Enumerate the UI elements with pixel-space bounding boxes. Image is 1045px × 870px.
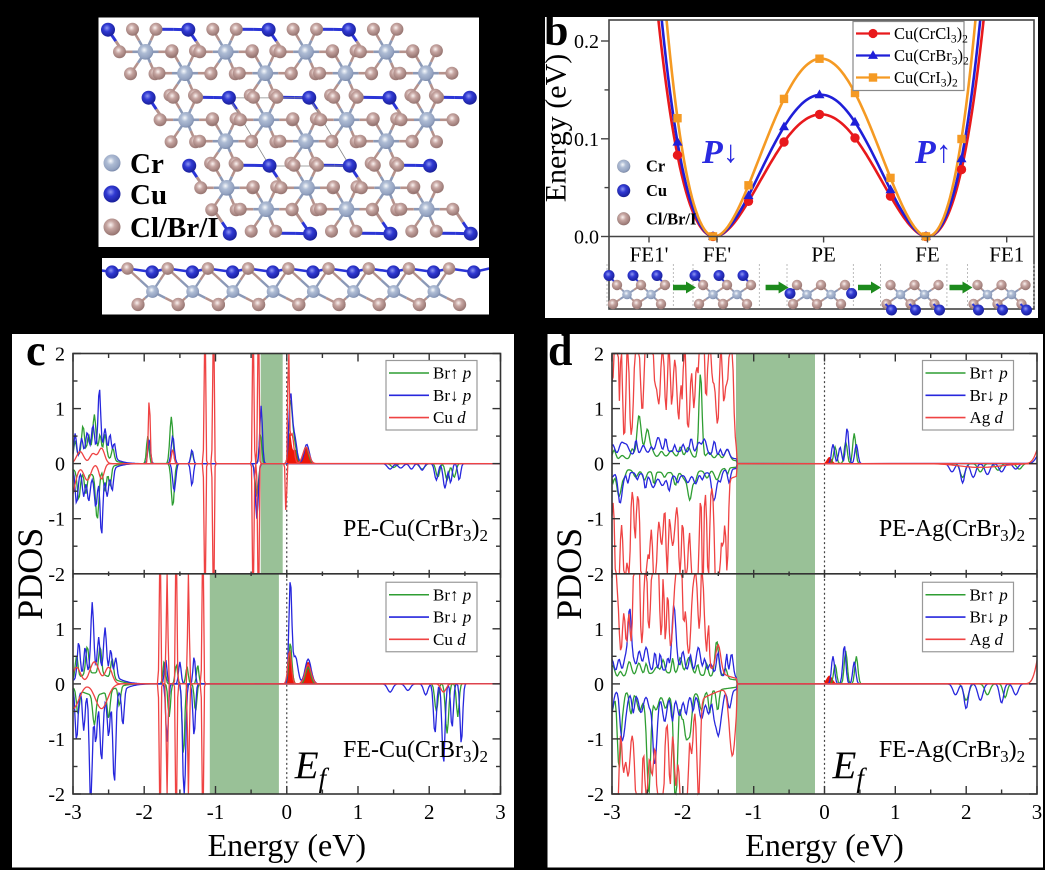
svg-text:3: 3 (495, 800, 506, 824)
svg-text:PDOS: PDOS (549, 528, 589, 620)
svg-text:-3: -3 (603, 800, 621, 824)
svg-text:0.0: 0.0 (574, 227, 599, 249)
svg-text:0.1: 0.1 (574, 129, 599, 151)
svg-text:c: c (26, 326, 46, 375)
svg-text:1: 1 (594, 619, 604, 641)
svg-text:0: 0 (594, 454, 604, 476)
svg-text:↑: ↑ (936, 134, 952, 169)
svg-text:1: 1 (55, 619, 65, 641)
svg-text:0: 0 (819, 800, 830, 824)
svg-text:Cr: Cr (646, 157, 665, 176)
svg-text:-2: -2 (48, 564, 65, 586)
svg-text:2: 2 (961, 800, 972, 824)
svg-text:-1: -1 (587, 509, 604, 531)
svg-text:FE-Ag(CrBr3)2: FE-Ag(CrBr3)2 (879, 737, 1025, 766)
svg-text:1: 1 (594, 399, 604, 421)
svg-text:0: 0 (55, 454, 65, 476)
svg-text:-2: -2 (587, 784, 604, 806)
svg-text:Energy (eV): Energy (eV) (540, 54, 573, 203)
svg-text:-1: -1 (745, 800, 763, 824)
svg-text:1: 1 (890, 800, 901, 824)
svg-text:Br↓ p: Br↓ p (433, 608, 471, 627)
svg-text:FE: FE (915, 243, 940, 267)
svg-text:Ag d: Ag d (970, 408, 1004, 427)
svg-text:Br↑ p: Br↑ p (433, 364, 471, 383)
svg-text:-1: -1 (48, 729, 65, 751)
svg-text:↓: ↓ (723, 134, 739, 169)
svg-text:d: d (548, 326, 572, 375)
svg-text:1: 1 (353, 800, 364, 824)
svg-text:Br↓ p: Br↓ p (970, 608, 1008, 627)
svg-text:Ag d: Ag d (970, 630, 1004, 649)
svg-text:FE1': FE1' (630, 243, 669, 267)
svg-text:Cu: Cu (130, 179, 167, 211)
svg-text:-1: -1 (48, 509, 65, 531)
svg-text:2: 2 (55, 344, 65, 366)
svg-text:1: 1 (55, 399, 65, 421)
svg-text:Br↑ p: Br↑ p (970, 585, 1008, 604)
svg-text:2: 2 (424, 800, 435, 824)
svg-text:Br↑ p: Br↑ p (970, 364, 1008, 383)
svg-text:-2: -2 (674, 800, 692, 824)
svg-text:Cu(CrCl3)2: Cu(CrCl3)2 (894, 24, 968, 46)
svg-text:Br↓ p: Br↓ p (433, 386, 471, 405)
svg-text:0: 0 (55, 674, 65, 696)
svg-text:-1: -1 (207, 800, 225, 824)
svg-text:P: P (914, 134, 936, 171)
svg-text:FE': FE' (703, 243, 731, 267)
svg-text:Cl/Br/I: Cl/Br/I (646, 209, 696, 228)
svg-text:P: P (701, 134, 723, 171)
svg-text:Energy (eV): Energy (eV) (745, 827, 903, 863)
svg-text:Cu d: Cu d (433, 408, 466, 427)
svg-text:PE-Ag(CrBr3)2: PE-Ag(CrBr3)2 (879, 516, 1025, 545)
svg-text:Energy (eV): Energy (eV) (208, 827, 366, 863)
svg-text:0: 0 (282, 800, 293, 824)
svg-text:0.2: 0.2 (574, 31, 599, 53)
svg-text:-2: -2 (135, 800, 153, 824)
svg-text:Cu d: Cu d (433, 630, 466, 649)
svg-text:-2: -2 (587, 564, 604, 586)
svg-text:PDOS: PDOS (10, 528, 50, 620)
svg-text:FE1: FE1 (989, 243, 1024, 267)
svg-text:0: 0 (594, 674, 604, 696)
svg-text:Cr: Cr (130, 148, 164, 180)
svg-text:Cl/Br/I: Cl/Br/I (130, 212, 219, 244)
svg-text:-2: -2 (48, 784, 65, 806)
svg-text:Br↑ p: Br↑ p (433, 585, 471, 604)
svg-text:-3: -3 (64, 800, 82, 824)
svg-text:b: b (544, 6, 568, 55)
svg-text:Cu(CrBr3)2: Cu(CrBr3)2 (894, 46, 969, 68)
svg-text:3: 3 (1032, 800, 1043, 824)
svg-text:-1: -1 (587, 729, 604, 751)
svg-text:PE: PE (811, 243, 836, 267)
svg-text:Br↓ p: Br↓ p (970, 386, 1008, 405)
svg-text:2: 2 (594, 344, 604, 366)
svg-text:Cu: Cu (646, 181, 667, 200)
svg-text:Cu(CrI3)2: Cu(CrI3)2 (894, 68, 958, 90)
